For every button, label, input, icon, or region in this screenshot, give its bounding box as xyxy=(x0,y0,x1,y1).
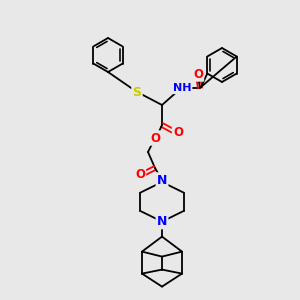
Text: O: O xyxy=(193,68,203,80)
Text: O: O xyxy=(135,167,145,181)
Text: O: O xyxy=(150,131,160,145)
Text: N: N xyxy=(157,173,167,187)
Text: S: S xyxy=(133,85,142,98)
Text: O: O xyxy=(173,125,183,139)
Text: N: N xyxy=(157,215,167,228)
Text: NH: NH xyxy=(173,83,191,93)
